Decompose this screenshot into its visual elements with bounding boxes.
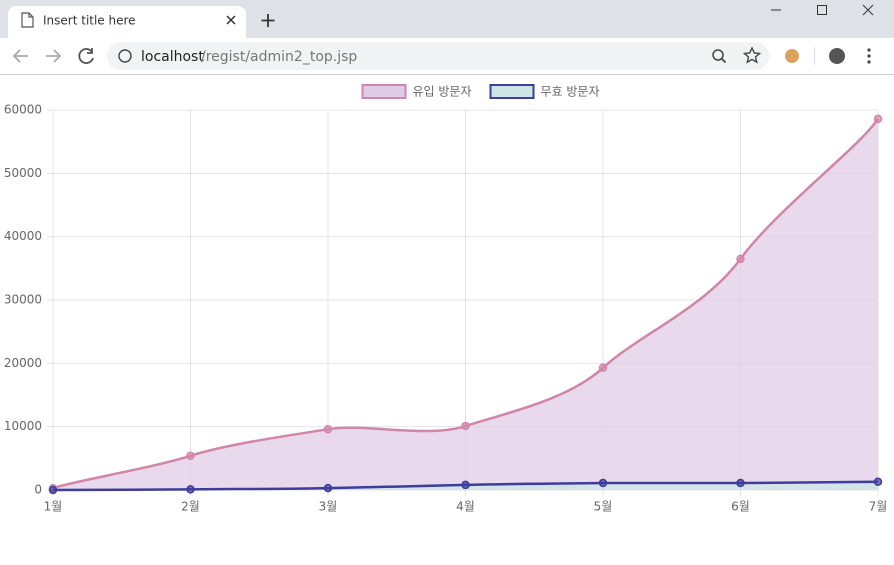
data-point (598, 478, 608, 488)
data-point (873, 114, 883, 124)
info-icon[interactable] (118, 49, 132, 63)
data-point (461, 421, 470, 431)
address-bar[interactable] (107, 42, 769, 70)
data-point (48, 485, 58, 495)
profile-icon[interactable] (829, 48, 845, 64)
tab[interactable] (8, 6, 246, 38)
legend-swatch (489, 84, 535, 99)
zoom-icon-handle (720, 57, 727, 64)
maximize[interactable] (817, 5, 827, 15)
extension-icon[interactable] (785, 49, 799, 63)
y-tick-label: 40000 (4, 229, 42, 243)
page-icon (21, 12, 34, 28)
data-point (323, 424, 333, 434)
menu-button[interactable] (867, 48, 871, 64)
x-tick-label: 2월 (181, 500, 200, 514)
y-tick-label: 10000 (4, 419, 42, 433)
new-tab[interactable] (261, 14, 275, 27)
series-area (53, 118, 878, 490)
y-tick-label: 20000 (4, 356, 42, 370)
y-tick-label: 50000 (4, 166, 42, 180)
url-path: /regist/admin2_top.jsp (201, 49, 357, 65)
data-point (873, 477, 883, 487)
zoom-icon[interactable] (712, 49, 724, 61)
back-button[interactable] (12, 49, 28, 63)
data-point (323, 483, 333, 493)
tab-title: Insert title here (43, 14, 136, 28)
y-tick-label: 0 (34, 483, 42, 497)
bookmark-star[interactable] (742, 46, 762, 64)
data-point (736, 478, 745, 488)
x-tick-label: 6월 (731, 500, 750, 514)
legend-label: 무효 방문자 (541, 85, 600, 99)
x-tick-label: 5월 (594, 500, 613, 514)
chart: 0 10000 20000 30000 40000 50000 60000 1월 2월 3월 4월 5… (4, 84, 888, 514)
close-window[interactable] (862, 4, 874, 16)
data-point (598, 363, 608, 373)
url-host: localhost (141, 49, 204, 65)
legend-label: 유입 방문자 (413, 85, 472, 99)
reload-button[interactable] (78, 48, 94, 64)
forward-button[interactable] (46, 49, 62, 63)
x-tick-label: 1월 (44, 500, 63, 514)
y-tick-label: 30000 (4, 293, 42, 307)
data-point (461, 480, 470, 490)
x-tick-label: 4월 (456, 500, 475, 514)
x-tick-label: 3월 (319, 500, 338, 514)
tab-close[interactable] (226, 15, 236, 25)
data-point (736, 254, 745, 264)
legend-swatch (361, 84, 407, 99)
data-point (186, 451, 195, 461)
x-tick-label: 7월 (869, 500, 888, 514)
y-tick-label: 60000 (4, 103, 42, 117)
data-point (186, 485, 195, 494)
